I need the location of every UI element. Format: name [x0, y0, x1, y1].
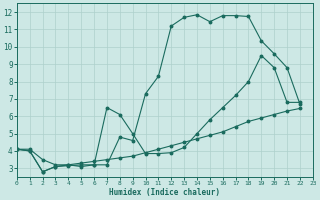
X-axis label: Humidex (Indice chaleur): Humidex (Indice chaleur)	[109, 188, 220, 197]
